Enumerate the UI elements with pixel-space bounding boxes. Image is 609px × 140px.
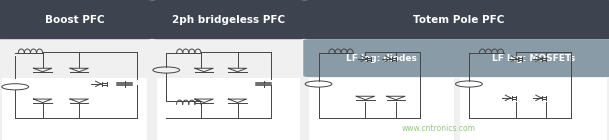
Text: Totem Pole PFC: Totem Pole PFC	[412, 15, 504, 25]
FancyBboxPatch shape	[303, 0, 609, 39]
Bar	[2, 78, 147, 140]
Text: LF leg: MOSFETs: LF leg: MOSFETs	[492, 54, 575, 63]
FancyBboxPatch shape	[454, 39, 609, 77]
Text: 2ph bridgeless PFC: 2ph bridgeless PFC	[172, 15, 285, 25]
Bar	[309, 78, 454, 140]
Text: LF leg: diodes: LF leg: diodes	[346, 54, 417, 63]
FancyBboxPatch shape	[151, 0, 306, 39]
Bar	[157, 78, 300, 140]
Text: Boost PFC: Boost PFC	[45, 15, 104, 25]
Text: www.cntronics.com: www.cntronics.com	[401, 124, 476, 133]
FancyBboxPatch shape	[0, 0, 153, 39]
Bar	[460, 78, 607, 140]
FancyBboxPatch shape	[303, 39, 460, 77]
